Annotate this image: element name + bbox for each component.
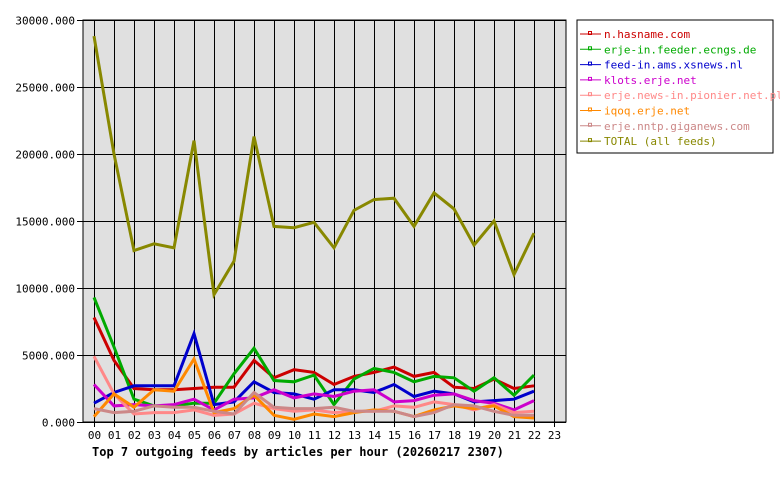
y-tick-label: 30000.000 xyxy=(15,15,75,28)
x-tick-label: 18 xyxy=(448,429,461,442)
x-tick-label: 00 xyxy=(88,429,101,442)
x-tick-label: 06 xyxy=(208,429,221,442)
y-axis: 0.000 5000.000 10000.000 15000.000 20000.000… xyxy=(15,15,83,430)
x-tick-label: 13 xyxy=(348,429,361,442)
legend-marker-icon xyxy=(588,138,592,143)
legend-label: iqoq.erje.net xyxy=(604,105,690,118)
legend-marker-icon xyxy=(588,31,592,35)
legend-label: TOTAL (all feeds) xyxy=(604,135,717,148)
legend-marker-icon xyxy=(588,46,592,51)
series-line xyxy=(92,35,536,300)
x-tick-label: 16 xyxy=(408,429,421,442)
x-tick-label: 22 xyxy=(528,429,541,442)
legend-label: klots.erje.net xyxy=(604,74,697,87)
x-axis: 00 01 02 03 04 05 06 07 08 09 10 11 12 13 14 15 16 17 18 19… xyxy=(88,422,561,442)
series-line xyxy=(93,390,534,419)
series-line xyxy=(92,355,535,421)
series-line xyxy=(92,383,535,412)
x-tick-label: 03 xyxy=(148,429,161,442)
x-tick-label: 08 xyxy=(248,429,261,442)
x-tick-label: 20 xyxy=(488,429,501,442)
legend-label: feed-in.ams.xsnews.nl xyxy=(604,59,743,72)
legend: n.hasname.com erje-in.feeder.ecngs.de feed… xyxy=(576,19,780,154)
x-tick-label: 12 xyxy=(328,429,341,442)
y-tick-label: 10000.000 xyxy=(15,283,75,296)
y-tick-label: 5000.000 xyxy=(22,350,75,363)
y-tick-label: 15000.000 xyxy=(15,216,75,229)
x-tick-label: 15 xyxy=(388,429,401,442)
x-tick-label: 04 xyxy=(168,429,182,442)
y-tick-label: 25000.000 xyxy=(15,82,75,95)
legend-marker-icon xyxy=(588,92,592,97)
x-tick-label: 11 xyxy=(308,429,321,442)
x-tick-label: 21 xyxy=(508,429,521,442)
legend-marker-icon xyxy=(588,107,592,112)
x-tick-label: 05 xyxy=(188,429,201,442)
chart-title: Top 7 outgoing feeds by articles per hou… xyxy=(92,445,504,459)
legend-label: erje.news-in.pionier.net.pl xyxy=(604,89,780,102)
legend-marker-icon xyxy=(588,122,592,127)
legend-label: erje.nntp.giganews.com xyxy=(604,120,750,133)
x-tick-label: 14 xyxy=(368,429,382,442)
legend-marker-icon xyxy=(588,61,592,66)
legend-marker-icon xyxy=(588,76,592,81)
legend-label: n.hasname.com xyxy=(604,28,690,41)
series-lines xyxy=(92,35,536,421)
legend-label: erje-in.feeder.ecngs.de xyxy=(604,43,756,56)
x-tick-label: 10 xyxy=(288,429,301,442)
x-tick-label: 09 xyxy=(268,429,281,442)
y-tick-label: 20000.000 xyxy=(15,149,75,162)
y-tick-label: 0.000 xyxy=(42,417,75,430)
x-tick-label: 01 xyxy=(108,429,121,442)
x-tick-label: 19 xyxy=(468,429,481,442)
x-tick-label: 23 xyxy=(548,429,561,442)
x-tick-label: 07 xyxy=(228,429,241,442)
x-tick-label: 17 xyxy=(428,429,441,442)
legend-box xyxy=(576,19,774,154)
x-tick-label: 02 xyxy=(128,429,141,442)
